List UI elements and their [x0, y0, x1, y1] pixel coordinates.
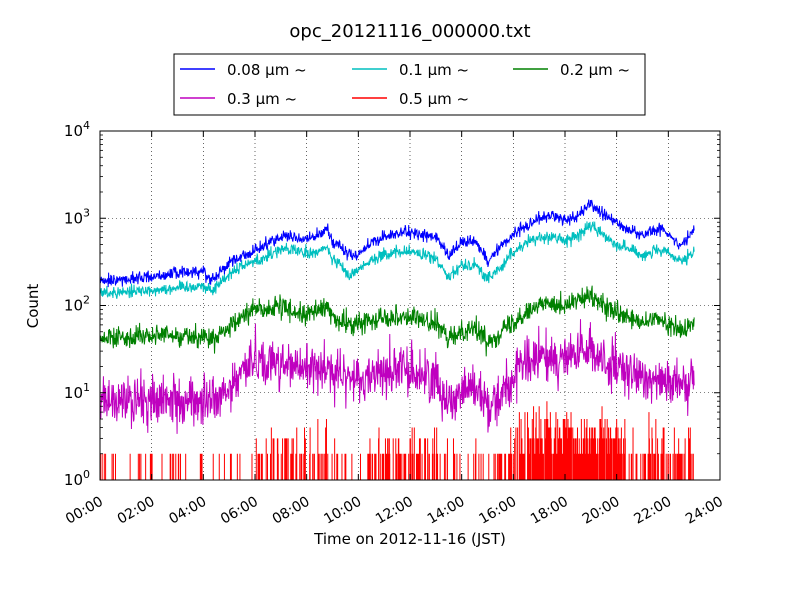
series-line: [99, 221, 695, 299]
series-line: [99, 319, 695, 434]
legend-item: 0.08 μm ~: [180, 61, 307, 79]
legend: 0.08 μm ~ 0.1 μm ~ 0.2 μm ~ 0.3 μm ~ 0.5 μm …: [173, 53, 646, 116]
legend-item: 0.1 μm ~: [352, 61, 469, 79]
legend-item: 0.5 μm ~: [352, 90, 469, 108]
legend-box: [173, 53, 646, 116]
series-line: [99, 285, 695, 357]
series-0-1: [99, 221, 695, 299]
y-tick-label: 103: [64, 206, 90, 227]
legend-item: 0.2 μm ~: [513, 61, 630, 79]
y-tick-label: 100: [64, 468, 90, 489]
grid: [100, 131, 720, 480]
series-0-08: [99, 199, 695, 288]
x-axis-label: Time on 2012-11-16 (JST): [313, 530, 506, 548]
legend-label: 0.08 μm ~: [227, 61, 307, 79]
legend-items: 0.08 μm ~ 0.1 μm ~ 0.2 μm ~ 0.3 μm ~ 0.5 μm …: [180, 61, 630, 108]
y-axis-label: Count: [24, 284, 42, 329]
series-0-3: [99, 319, 695, 434]
y-tick-label: 104: [64, 119, 90, 140]
chart-title: opc_20121116_000000.txt: [289, 21, 530, 42]
legend-label: 0.3 μm ~: [227, 90, 297, 108]
legend-item: 0.3 μm ~: [180, 90, 297, 108]
y-tick-label: 101: [64, 381, 90, 402]
series-line: [99, 199, 695, 288]
legend-label: 0.2 μm ~: [560, 61, 630, 79]
series-0-2: [99, 285, 695, 357]
y-tick-label: 102: [64, 294, 90, 315]
legend-label: 0.5 μm ~: [399, 90, 469, 108]
legend-label: 0.1 μm ~: [399, 61, 469, 79]
